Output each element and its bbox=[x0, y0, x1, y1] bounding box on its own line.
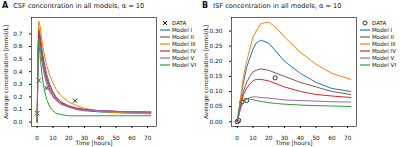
html-text:B: B bbox=[202, 1, 209, 10]
svg-text:50: 50 bbox=[312, 135, 320, 141]
svg-text:0.05: 0.05 bbox=[210, 103, 223, 109]
svg-text:0.30: 0.30 bbox=[210, 28, 223, 34]
svg-text:0.00: 0.00 bbox=[210, 119, 223, 125]
svg-text:0.10: 0.10 bbox=[210, 88, 223, 94]
svg-text:0.7: 0.7 bbox=[13, 31, 23, 37]
svg-text:10: 10 bbox=[249, 135, 257, 141]
svg-text:20: 20 bbox=[265, 135, 273, 141]
html-text:DATA: DATA bbox=[172, 19, 187, 26]
svg-text:50: 50 bbox=[112, 135, 120, 141]
svg-text:0.25: 0.25 bbox=[210, 43, 223, 49]
svg-text:Average concentration [mmol/L]: Average concentration [mmol/L] bbox=[203, 25, 210, 119]
svg-text:0: 0 bbox=[35, 135, 39, 141]
html-text:Model II: Model II bbox=[372, 33, 394, 40]
svg-text:40: 40 bbox=[296, 134, 304, 141]
svg-text:0.15: 0.15 bbox=[210, 73, 223, 79]
html-text:A: A bbox=[2, 1, 9, 10]
html-text:CSF concentration in all model: CSF concentration in all models, α = 10 bbox=[13, 2, 145, 10]
svg-text:0.5: 0.5 bbox=[13, 56, 23, 62]
svg-text:60: 60 bbox=[128, 135, 136, 141]
svg-text:0.1: 0.1 bbox=[13, 106, 23, 112]
svg-text:Average concentration [mmol/L]: Average concentration [mmol/L] bbox=[3, 25, 10, 119]
svg-text:0.20: 0.20 bbox=[210, 58, 223, 64]
html-text:Model IV: Model IV bbox=[172, 47, 197, 54]
svg-text:0.3: 0.3 bbox=[13, 81, 23, 87]
svg-text:0.2: 0.2 bbox=[13, 94, 23, 100]
svg-text:20: 20 bbox=[65, 135, 73, 141]
svg-text:0.0: 0.0 bbox=[13, 119, 23, 125]
html-text:Model V: Model V bbox=[172, 54, 195, 61]
html-text:Model IV: Model IV bbox=[372, 47, 397, 54]
html-text:Model VI: Model VI bbox=[372, 61, 397, 68]
svg-text:70: 70 bbox=[344, 135, 352, 141]
html-text:Model I: Model I bbox=[172, 26, 193, 33]
svg-text:60: 60 bbox=[328, 135, 336, 141]
svg-text:30: 30 bbox=[80, 134, 89, 141]
html-text:Model I: Model I bbox=[372, 26, 393, 33]
html-text:Model II: Model II bbox=[172, 33, 194, 40]
html-text:Model III: Model III bbox=[172, 40, 196, 47]
svg-text:40: 40 bbox=[96, 134, 104, 141]
svg-text:Time [hours]: Time [hours] bbox=[275, 140, 313, 146]
html-text:Model III: Model III bbox=[372, 40, 396, 47]
svg-text:70: 70 bbox=[144, 135, 152, 141]
svg-text:0.6: 0.6 bbox=[13, 43, 23, 49]
svg-text:30: 30 bbox=[280, 134, 289, 141]
html-text:Model V: Model V bbox=[372, 54, 395, 61]
svg-text:0: 0 bbox=[235, 135, 239, 141]
svg-text:0.4: 0.4 bbox=[13, 69, 23, 75]
svg-text:Time [hours]: Time [hours] bbox=[75, 140, 113, 146]
html-text:ISF concentration in all model: ISF concentration in all models, α = 10 bbox=[213, 2, 342, 10]
svg-text:10: 10 bbox=[49, 135, 57, 141]
html-text:DATA: DATA bbox=[372, 19, 387, 26]
html-text:Model VI: Model VI bbox=[172, 61, 197, 68]
